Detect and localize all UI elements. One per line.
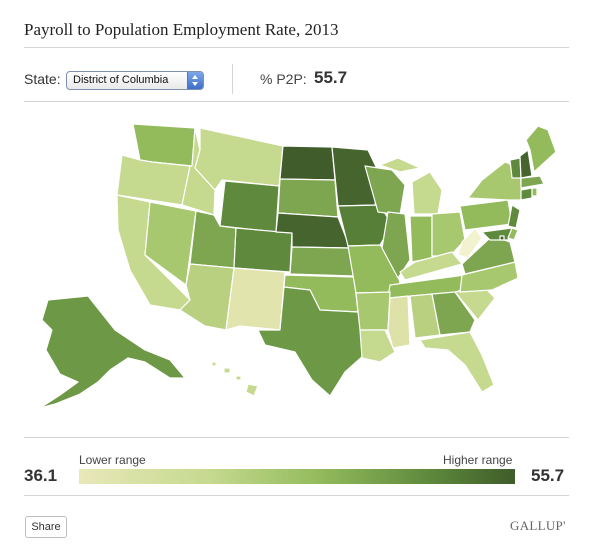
state-pennsylvania[interactable] — [459, 199, 513, 231]
state-ohio[interactable] — [431, 211, 466, 257]
page-title: Payroll to Population Employment Rate, 2… — [24, 20, 339, 39]
state-connecticut[interactable] — [520, 187, 533, 201]
legend-max-value: 55.7 — [531, 466, 565, 485]
state-arizona[interactable] — [179, 263, 235, 331]
state-south-dakota[interactable] — [277, 178, 339, 218]
state-florida[interactable] — [419, 331, 495, 393]
state-west-virginia[interactable] — [457, 227, 483, 259]
select-arrows-icon — [187, 72, 203, 89]
state-district-of-columbia[interactable] — [499, 235, 505, 241]
state-new-hampshire[interactable] — [519, 149, 533, 179]
legend-lower-label: Lower range — [79, 453, 146, 467]
state-indiana[interactable] — [409, 215, 433, 263]
state-kansas[interactable] — [289, 246, 355, 277]
state-georgia[interactable] — [431, 291, 476, 336]
state-louisiana[interactable] — [359, 329, 396, 363]
legend-color-scale — [79, 469, 515, 484]
state-texas[interactable] — [257, 286, 373, 397]
share-button[interactable]: Share — [25, 516, 67, 538]
legend-higher-label: Higher range — [443, 453, 513, 467]
state-wisconsin[interactable] — [364, 165, 406, 216]
state-virginia[interactable] — [461, 235, 516, 275]
state-delaware[interactable] — [507, 227, 519, 241]
p2p-label: % P2P: — [260, 71, 307, 87]
state-vermont[interactable] — [509, 157, 522, 179]
state-new-jersey[interactable] — [507, 204, 521, 229]
divider — [24, 437, 569, 438]
state-mississippi[interactable] — [387, 295, 411, 349]
state-michigan-up[interactable] — [379, 157, 421, 173]
divider — [24, 495, 569, 496]
state-maine[interactable] — [525, 125, 557, 173]
state-arkansas[interactable] — [355, 291, 391, 331]
state-colorado[interactable] — [233, 227, 293, 273]
state-massachusetts[interactable] — [520, 175, 545, 189]
p2p-value: 55.7 — [314, 68, 348, 87]
state-washington[interactable] — [132, 123, 196, 167]
state-wyoming[interactable] — [219, 180, 280, 233]
state-hawaii[interactable] — [211, 361, 259, 397]
gallup-logo: GALLUP' — [510, 518, 566, 533]
state-alaska[interactable] — [39, 295, 186, 409]
legend-min-value: 36.1 — [24, 466, 58, 485]
state-rhode-island[interactable] — [531, 187, 538, 197]
divider — [24, 101, 569, 102]
state-label: State: — [24, 71, 61, 87]
divider — [24, 47, 569, 48]
state-select-value: District of Columbia — [73, 74, 169, 86]
state-michigan[interactable] — [411, 171, 443, 215]
us-map — [39, 123, 557, 409]
state-montana[interactable] — [194, 127, 284, 191]
divider — [232, 64, 233, 94]
state-north-dakota[interactable] — [279, 145, 336, 181]
state-new-mexico[interactable] — [225, 267, 286, 331]
state-kentucky[interactable] — [399, 251, 463, 281]
state-select[interactable]: District of Columbia — [66, 71, 204, 90]
